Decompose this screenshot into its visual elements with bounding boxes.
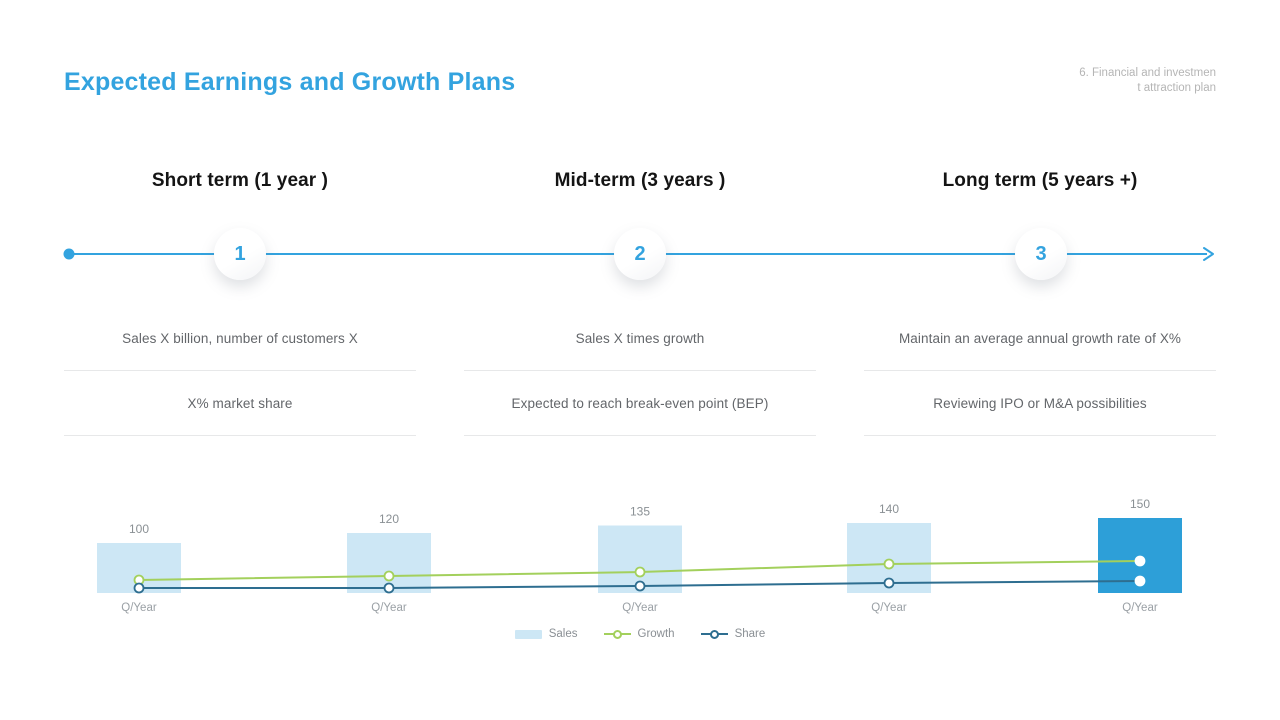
phase-row: Expected to reach break-even point (BEP) (464, 371, 816, 436)
sales-swatch-icon (514, 629, 542, 639)
bar-value-label: 135 (630, 505, 650, 519)
category-label: Q/Year (622, 602, 658, 614)
corner-note-line1: 6. Financial and investmen (1079, 67, 1216, 79)
phase-row: Maintain an average annual growth rate o… (864, 306, 1216, 371)
phase-rows: Maintain an average annual growth rate o… (864, 306, 1216, 436)
legend-item-share: Share (700, 628, 766, 640)
share-marker (1134, 575, 1146, 587)
share-marker (883, 577, 895, 589)
share-marker (383, 582, 395, 594)
share-marker (133, 582, 145, 594)
phase-number: 1 (234, 242, 246, 265)
chart-legend: Sales Growth Share (0, 628, 1280, 640)
growth-line-icon (603, 629, 631, 639)
bar-value-label: 100 (129, 522, 149, 536)
phase-rows: Sales X billion, number of customers X X… (64, 306, 416, 436)
growth-marker (883, 558, 895, 570)
phase-circle-2: 2 (614, 228, 666, 280)
phase-title: Long term (5 years +) (942, 170, 1138, 191)
page-title: Expected Earnings and Growth Plans (64, 68, 516, 96)
corner-note: 6. Financial and investmen t attraction … (1079, 66, 1216, 96)
phase-title: Short term (1 year ) (151, 170, 329, 191)
legend-item-growth: Growth (603, 628, 675, 640)
phase-number: 2 (634, 242, 646, 265)
legend-label: Share (734, 628, 766, 640)
timeline-start-dot (63, 248, 75, 260)
phase-row: Reviewing IPO or M&A possibilities (864, 371, 1216, 436)
growth-marker (634, 566, 646, 578)
share-line-icon (700, 629, 728, 639)
phase-row: Sales X billion, number of customers X (64, 306, 416, 371)
corner-note-line2: t attraction plan (1137, 82, 1216, 94)
phase-row: Sales X times growth (464, 306, 816, 371)
category-label: Q/Year (871, 602, 907, 614)
bar-value-label: 150 (1130, 497, 1150, 511)
category-label: Q/Year (1122, 602, 1158, 614)
phase-title: Mid-term (3 years ) (554, 170, 726, 191)
bar-value-label: 140 (879, 502, 899, 516)
category-label: Q/Year (121, 602, 157, 614)
category-label: Q/Year (371, 602, 407, 614)
earnings-chart: 100 Q/Year 120 Q/Year 135 Q/Year 140 Q/Year 150 Q… (97, 497, 1182, 614)
phase-row: X% market share (64, 371, 416, 436)
legend-label: Growth (637, 628, 675, 640)
legend-item-sales: Sales (514, 628, 578, 640)
phase-number: 3 (1035, 242, 1047, 265)
bar-value-label: 120 (379, 512, 399, 526)
phase-circle-3: 3 (1015, 228, 1067, 280)
phase-rows: Sales X times growth Expected to reach b… (464, 306, 816, 436)
growth-marker (1134, 555, 1146, 567)
share-marker (634, 580, 646, 592)
arrow-right-icon (1203, 247, 1214, 261)
phase-circle-1: 1 (214, 228, 266, 280)
growth-marker (383, 570, 395, 582)
legend-label: Sales (548, 628, 578, 640)
